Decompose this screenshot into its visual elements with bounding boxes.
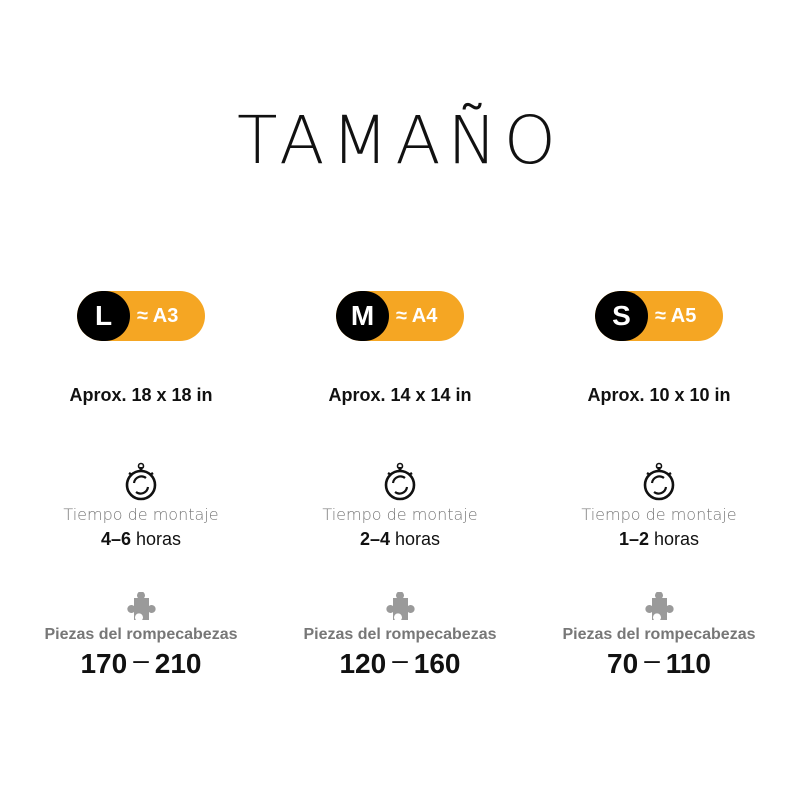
assembly-time-label: Tiempo de montaje <box>581 505 737 524</box>
page-title: TAMAÑO <box>237 102 563 179</box>
paper-equivalent: ≈ A3 <box>137 305 179 327</box>
assembly-time-label: Tiempo de montaje <box>322 505 478 524</box>
stopwatch-icon <box>384 462 416 501</box>
stopwatch-icon <box>125 462 157 501</box>
puzzle-piece-icon <box>645 592 674 620</box>
stopwatch-icon <box>643 462 675 501</box>
puzzle-piece-icon <box>386 592 415 620</box>
assembly-time: 2–4 horas <box>359 529 441 549</box>
assembly-time-label: Tiempo de montaje <box>63 505 219 524</box>
pieces-range: 170–210 <box>80 644 202 679</box>
size-badge: S ≈ A5 <box>595 291 723 341</box>
dimensions: Aprox. 10 x 10 in <box>587 385 731 405</box>
size-letter: S <box>595 291 648 341</box>
assembly-time: 4–6 horas <box>100 529 182 549</box>
assembly-time: 1–2 horas <box>618 529 700 549</box>
dimensions: Aprox. 18 x 18 in <box>69 385 213 405</box>
pieces-label: Piezas del rompecabezas <box>44 626 238 643</box>
size-badge: M ≈ A4 <box>336 291 464 341</box>
puzzle-piece-icon <box>127 592 156 620</box>
size-badge: L ≈ A3 <box>77 291 205 341</box>
pieces-label: Piezas del rompecabezas <box>303 626 497 643</box>
paper-equivalent: ≈ A5 <box>655 305 697 327</box>
pieces-label: Piezas del rompecabezas <box>562 626 756 643</box>
dimensions: Aprox. 14 x 14 in <box>328 385 472 405</box>
pieces-range: 120–160 <box>339 644 461 679</box>
paper-equivalent: ≈ A4 <box>396 305 438 327</box>
size-letter: L <box>77 291 130 341</box>
size-letter: M <box>336 291 389 341</box>
pieces-range: 70–110 <box>607 644 711 679</box>
